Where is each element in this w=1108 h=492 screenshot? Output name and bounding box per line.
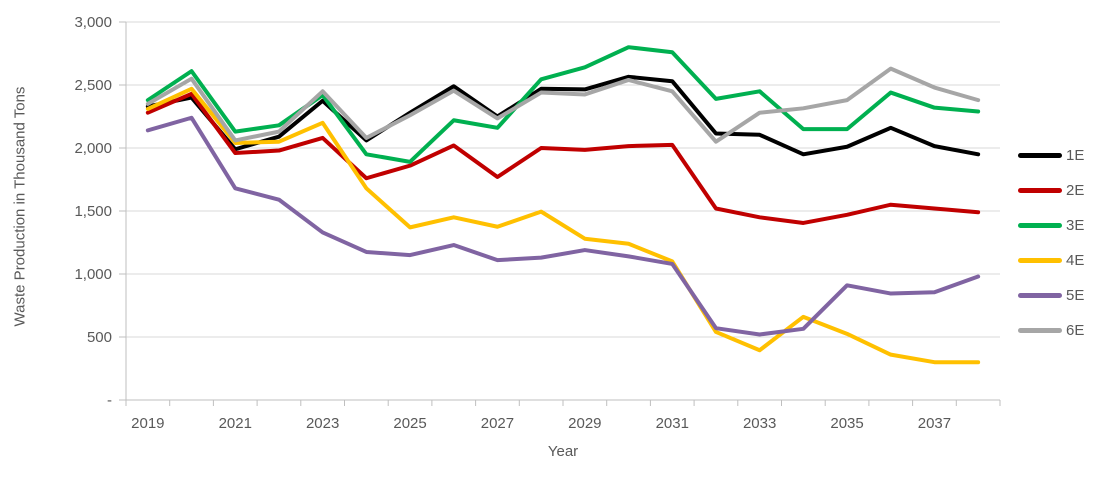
legend-item-1E: 1E (1018, 138, 1084, 173)
series-line-2E (145, 91, 981, 225)
legend-swatch-5E (1018, 293, 1062, 298)
series-lines (145, 45, 981, 365)
legend-swatch-2E (1018, 188, 1062, 193)
series-line-1E (145, 74, 981, 157)
y-tick-label: - (107, 392, 112, 409)
legend-item-5E: 5E (1018, 278, 1084, 313)
legend-label: 3E (1066, 217, 1085, 234)
x-tick-label: 2019 (131, 415, 164, 432)
y-tick-label: 1,000 (74, 266, 112, 283)
legend-swatch-1E (1018, 153, 1062, 158)
legend-item-4E: 4E (1018, 243, 1084, 278)
series-line-5E (145, 115, 981, 337)
tick-labels: - 500 1,000 1,500 2,000 2,500 3,000 2019 2021 202… (74, 14, 951, 432)
y-tick-label: 2,500 (74, 77, 112, 94)
axes (119, 21, 1001, 406)
x-tick-label: 2031 (656, 415, 689, 432)
y-tick-label: 3,000 (74, 14, 112, 31)
y-axis-title-wrap: Waste Production in Thousand Tons (4, 0, 36, 412)
series-line-6E (145, 66, 981, 144)
chart-legend: 1E 2E 3E 4E 5E 6E (1018, 138, 1084, 348)
legend-swatch-4E (1018, 258, 1062, 263)
x-tick-label: 2023 (306, 415, 339, 432)
legend-label: 1E (1066, 147, 1085, 164)
legend-item-2E: 2E (1018, 173, 1084, 208)
legend-swatch-6E (1018, 328, 1062, 333)
legend-label: 2E (1066, 182, 1085, 199)
y-tick-label: 2,000 (74, 140, 112, 157)
legend-label: 4E (1066, 252, 1085, 269)
x-tick-label: 2029 (568, 415, 601, 432)
legend-swatch-3E (1018, 223, 1062, 228)
x-axis-title: Year (547, 443, 579, 460)
y-tick-label: 500 (87, 329, 112, 346)
legend-item-6E: 6E (1018, 313, 1084, 348)
x-tick-label: 2025 (393, 415, 426, 432)
x-tick-label: 2021 (219, 415, 252, 432)
x-tick-label: 2027 (481, 415, 514, 432)
y-axis-title: Waste Production in Thousand Tons (11, 86, 29, 326)
series-line-3E (145, 45, 981, 164)
x-tick-label: 2033 (743, 415, 776, 432)
legend-item-3E: 3E (1018, 208, 1084, 243)
x-tick-label: 2037 (918, 415, 951, 432)
legend-label: 6E (1066, 322, 1085, 339)
legend-label: 5E (1066, 287, 1085, 304)
series-line-4E (145, 86, 981, 365)
x-tick-label: 2035 (830, 415, 863, 432)
y-tick-label: 1,500 (74, 203, 112, 220)
